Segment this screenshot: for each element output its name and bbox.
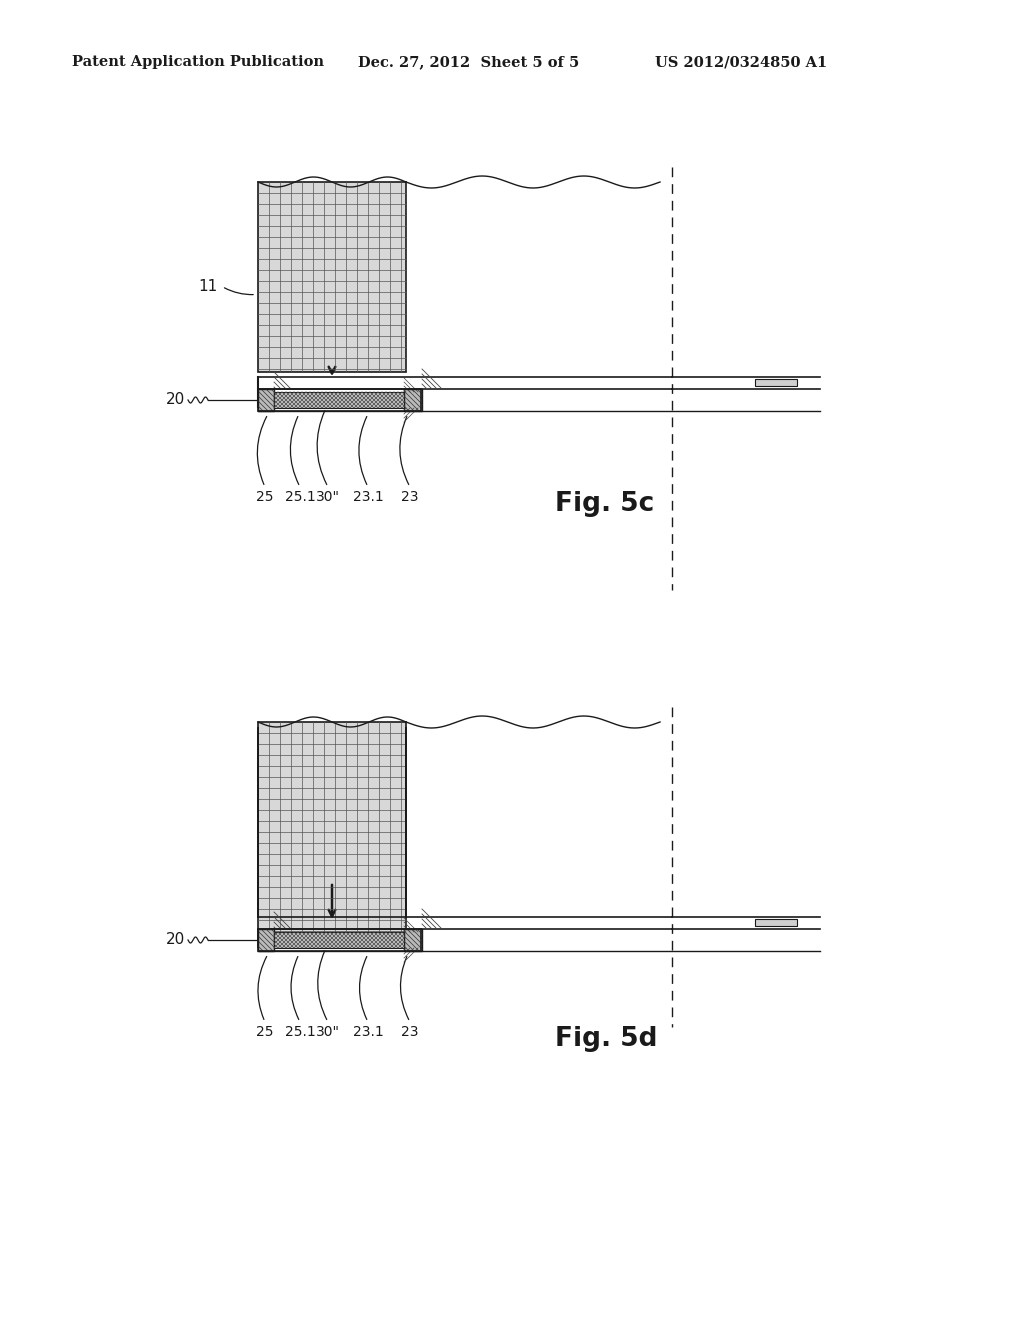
- Text: 30": 30": [316, 490, 340, 504]
- Text: 25: 25: [256, 1026, 273, 1039]
- Text: US 2012/0324850 A1: US 2012/0324850 A1: [655, 55, 827, 69]
- Text: 20: 20: [166, 392, 185, 408]
- Bar: [258, 929, 274, 950]
- Text: 23.1: 23.1: [352, 490, 383, 504]
- Bar: [404, 389, 422, 411]
- Text: 23: 23: [401, 490, 419, 504]
- Text: Patent Application Publication: Patent Application Publication: [72, 55, 324, 69]
- Text: 11: 11: [199, 279, 218, 294]
- Text: 25.1: 25.1: [285, 490, 315, 504]
- Text: 23.1: 23.1: [352, 1026, 383, 1039]
- Text: Dec. 27, 2012  Sheet 5 of 5: Dec. 27, 2012 Sheet 5 of 5: [358, 55, 580, 69]
- Bar: [755, 379, 797, 385]
- Bar: [258, 389, 421, 411]
- Text: 20: 20: [166, 932, 185, 948]
- Bar: [258, 389, 274, 411]
- Text: Fig. 5c: Fig. 5c: [555, 491, 654, 517]
- Bar: [274, 392, 404, 408]
- Text: 25: 25: [256, 490, 273, 504]
- Bar: [755, 919, 797, 927]
- Text: Fig. 5d: Fig. 5d: [555, 1026, 657, 1052]
- Bar: [258, 722, 406, 946]
- Bar: [404, 929, 422, 950]
- Text: 23: 23: [401, 1026, 419, 1039]
- Text: 25.1: 25.1: [285, 1026, 315, 1039]
- Text: 30": 30": [316, 1026, 340, 1039]
- Bar: [258, 929, 421, 950]
- Bar: [274, 932, 404, 948]
- Bar: [258, 182, 406, 372]
